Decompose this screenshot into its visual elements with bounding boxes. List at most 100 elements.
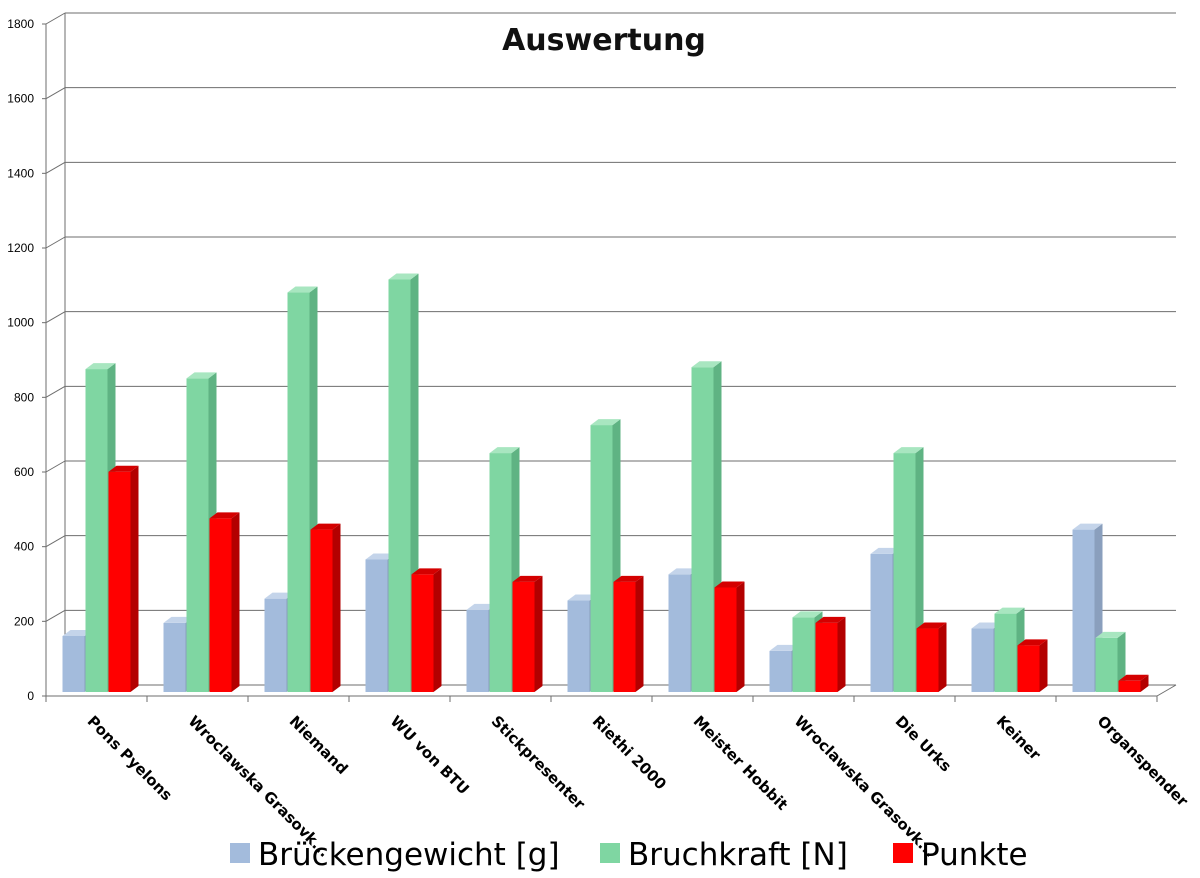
legend-label: Punkte xyxy=(921,837,1028,873)
bar xyxy=(1095,631,1126,692)
bar-side xyxy=(1117,631,1126,692)
bar-top xyxy=(388,273,419,280)
category-label: Stickpresenter xyxy=(488,712,589,813)
legend-item: Brückengewicht [g] xyxy=(230,837,560,873)
axes: 0 200 400 600 800 1000 1200 1400 1600 1800 xyxy=(7,17,1158,703)
bar-front xyxy=(792,617,815,692)
category-label: Organspender xyxy=(1094,712,1192,810)
bar-top xyxy=(1017,639,1048,646)
bar-top xyxy=(264,592,295,599)
gridline xyxy=(45,385,1176,398)
bar-front xyxy=(567,600,590,692)
bar-front xyxy=(870,553,893,692)
bar xyxy=(411,568,442,692)
bar-top xyxy=(567,594,598,601)
legend-swatch xyxy=(230,843,250,863)
bar-front xyxy=(1072,529,1095,692)
ytick-label: 1600 xyxy=(7,92,34,106)
bar-front xyxy=(186,378,209,692)
bar-top xyxy=(815,616,846,623)
gridline xyxy=(45,311,1176,324)
bar-front xyxy=(163,622,186,692)
bar-top xyxy=(163,616,194,623)
bar xyxy=(108,465,139,692)
legend-item: Punkte xyxy=(893,837,1028,873)
ytick-label: 600 xyxy=(14,465,34,479)
floor-right-edge xyxy=(1156,684,1177,697)
bar-group xyxy=(466,447,543,692)
bar-front xyxy=(209,518,232,692)
bar-top xyxy=(870,547,901,554)
bar-top xyxy=(411,568,442,575)
ytick-label: 1800 xyxy=(7,17,34,31)
legend-swatch xyxy=(893,843,913,863)
bar-top xyxy=(466,603,497,610)
bar-group xyxy=(163,372,240,692)
bar-side xyxy=(231,512,240,692)
bar-front xyxy=(815,622,838,692)
legend-swatch xyxy=(600,843,620,863)
category-label: Pons Pyelons xyxy=(84,712,176,804)
bar-top xyxy=(310,523,341,530)
bar-top xyxy=(1118,674,1149,681)
bar xyxy=(512,575,543,692)
bar-front xyxy=(264,598,287,692)
legend-label: Bruchkraft [N] xyxy=(628,837,848,873)
bar-front xyxy=(590,425,613,692)
bar-front xyxy=(613,581,636,692)
bar-top xyxy=(108,465,139,472)
bar-group xyxy=(1072,523,1149,692)
bar-front xyxy=(108,471,131,692)
bar-side xyxy=(837,616,846,692)
bar-top xyxy=(893,447,924,454)
bar-front xyxy=(1118,680,1141,692)
bar-side xyxy=(736,581,745,692)
bar-top xyxy=(365,553,396,560)
bar-front xyxy=(287,292,310,692)
bar-top xyxy=(1095,631,1126,638)
bar-top xyxy=(714,581,745,588)
bar-group xyxy=(264,286,341,692)
gridline xyxy=(45,236,1176,249)
bar-front xyxy=(769,650,792,692)
category-label: Meister Hobbit xyxy=(690,712,792,814)
bar-side xyxy=(938,622,947,692)
bar xyxy=(209,512,240,692)
bar-front xyxy=(714,587,737,692)
category-label: Riethi 2000 xyxy=(589,712,670,793)
bar-front xyxy=(893,453,916,692)
bar-front xyxy=(512,581,535,692)
bar-front xyxy=(668,574,691,692)
ytick-label: 400 xyxy=(14,540,34,554)
bar xyxy=(815,616,846,692)
bar-front xyxy=(365,559,388,692)
legend: Brückengewicht [g] Bruchkraft [N] Punkte xyxy=(230,837,1028,873)
bar-front xyxy=(62,636,85,692)
bar-front xyxy=(971,628,994,692)
bar-side xyxy=(1039,639,1048,692)
bar-group xyxy=(668,361,745,692)
ytick-label: 200 xyxy=(14,614,34,628)
bar-group xyxy=(62,363,139,692)
bar-side xyxy=(433,568,442,692)
bar-top xyxy=(287,286,318,293)
bar-side xyxy=(130,465,139,692)
bar-top xyxy=(1072,523,1103,530)
bar-front xyxy=(489,453,512,692)
category-label: Niemand xyxy=(286,712,352,778)
bar xyxy=(1118,674,1149,692)
gridline xyxy=(45,161,1176,174)
bar-front xyxy=(1017,645,1040,692)
ytick-label: 800 xyxy=(14,390,34,404)
bars xyxy=(62,273,1149,692)
category-label: Die Urks xyxy=(892,712,955,775)
bar-top xyxy=(668,568,699,575)
category-label: WU von BTU xyxy=(387,712,473,798)
chart-title: Auswertung xyxy=(502,23,706,58)
bar-top xyxy=(994,607,1025,614)
ytick-label: 1000 xyxy=(7,316,34,330)
bar-group xyxy=(567,419,644,692)
bar xyxy=(714,581,745,692)
bar-front xyxy=(691,367,714,692)
bar-front xyxy=(916,628,939,692)
